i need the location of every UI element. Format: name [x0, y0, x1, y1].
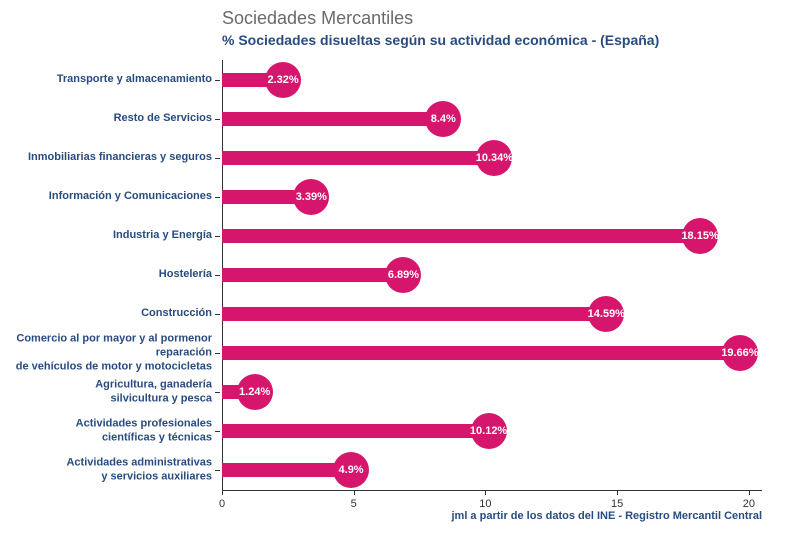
bar — [222, 151, 494, 165]
bar — [222, 463, 351, 477]
value-marker: 3.39% — [293, 179, 329, 215]
x-tick-label: 5 — [351, 498, 357, 510]
plot-area: 05101520Transporte y almacenamiento2.32%… — [222, 60, 762, 490]
category-label: Comercio al por mayor y al pormenor repa… — [16, 333, 222, 374]
value-marker: 19.66% — [722, 335, 758, 371]
x-tick — [617, 490, 618, 495]
category-label: Agricultura, ganadería silvicultura y pe… — [95, 379, 222, 407]
category-label: Construcción — [141, 307, 222, 321]
value-marker: 10.34% — [476, 140, 512, 176]
chart-container: Sociedades Mercantiles % Sociedades disu… — [0, 0, 787, 533]
category-label: Inmobiliarias financieras y seguros — [28, 151, 222, 165]
x-tick — [354, 490, 355, 495]
category-label: Resto de Servicios — [114, 112, 222, 126]
x-tick-label: 10 — [479, 498, 491, 510]
chart-subtitle: % Sociedades disueltas según su activida… — [222, 32, 659, 48]
x-tick-label: 15 — [611, 498, 623, 510]
category-label: Información y Comunicaciones — [49, 190, 222, 204]
category-label: Hostelería — [159, 268, 222, 282]
bar — [222, 346, 740, 360]
category-label: Industria y Energía — [113, 229, 222, 243]
category-label: Actividades profesionales científicas y … — [76, 418, 222, 446]
bar — [222, 229, 700, 243]
bar — [222, 424, 489, 438]
x-axis — [222, 490, 762, 491]
chart-source: jml a partir de los datos del INE - Regi… — [451, 510, 762, 522]
bar — [222, 112, 443, 126]
bar — [222, 268, 403, 282]
bar — [222, 307, 606, 321]
x-tick-label: 20 — [743, 498, 755, 510]
value-marker: 8.4% — [425, 101, 461, 137]
x-tick — [222, 490, 223, 495]
value-marker: 10.12% — [471, 413, 507, 449]
x-tick-label: 0 — [219, 498, 225, 510]
value-marker: 2.32% — [265, 62, 301, 98]
value-marker: 1.24% — [237, 374, 273, 410]
chart-title: Sociedades Mercantiles — [222, 8, 413, 29]
category-label: Actividades administrativas y servicios … — [66, 457, 222, 485]
value-marker: 14.59% — [588, 296, 624, 332]
x-tick — [749, 490, 750, 495]
value-marker: 6.89% — [385, 257, 421, 293]
x-tick — [485, 490, 486, 495]
value-marker: 4.9% — [333, 452, 369, 488]
value-marker: 18.15% — [682, 218, 718, 254]
category-label: Transporte y almacenamiento — [57, 73, 222, 87]
